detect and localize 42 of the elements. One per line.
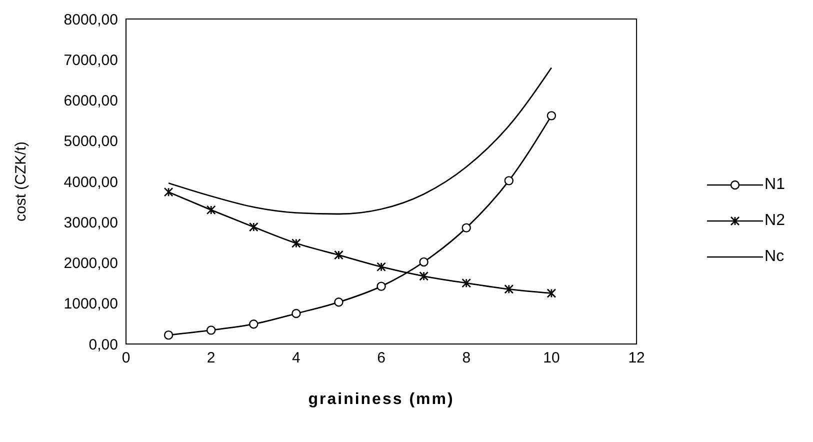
point: [334, 250, 344, 260]
y-tick-label: 6000,00: [64, 92, 118, 110]
point: [249, 319, 258, 329]
line-series: [168, 67, 552, 215]
y-tick-label: 3000,00: [64, 214, 118, 232]
x-tick-label: 2: [206, 350, 216, 367]
point: [504, 284, 514, 294]
x-tick-label: 12: [628, 350, 645, 367]
x-tick-label: 6: [377, 350, 386, 367]
x-tick-label: 0: [122, 350, 130, 367]
x-tick-label: 10: [543, 350, 560, 367]
point: [546, 111, 556, 120]
x-axis-title: graininess (mm): [308, 391, 454, 408]
point: [419, 257, 428, 267]
y-tick-label: 7000,00: [64, 52, 118, 69]
point: [292, 308, 301, 318]
y-tick-label: 5000,00: [64, 133, 118, 150]
point: [206, 326, 216, 335]
y-tick-label: 1000,00: [64, 296, 118, 313]
y-axis-title: cost (CZK/t): [12, 141, 30, 222]
legend-label: N1: [764, 175, 785, 195]
point: [376, 262, 386, 272]
point: [248, 222, 258, 232]
legend-label: Nc: [764, 247, 784, 267]
point: [419, 271, 429, 281]
point: [504, 176, 514, 186]
point: [206, 205, 216, 215]
point: [164, 187, 174, 197]
x-tick-label: 8: [462, 350, 471, 367]
point: [376, 282, 386, 291]
point: [546, 288, 556, 298]
y-tick-label: 2000,00: [64, 255, 118, 272]
legend-label: N2: [764, 211, 785, 231]
point: [291, 238, 301, 248]
y-tick-label: 8000,00: [64, 11, 118, 28]
point: [334, 298, 344, 307]
y-tick-label: 4000,00: [64, 174, 118, 191]
x-tick-label: 4: [292, 350, 300, 367]
point: [462, 223, 471, 232]
y-tick-label: 0,00: [88, 336, 118, 354]
point: [462, 278, 472, 288]
point: [164, 330, 174, 340]
